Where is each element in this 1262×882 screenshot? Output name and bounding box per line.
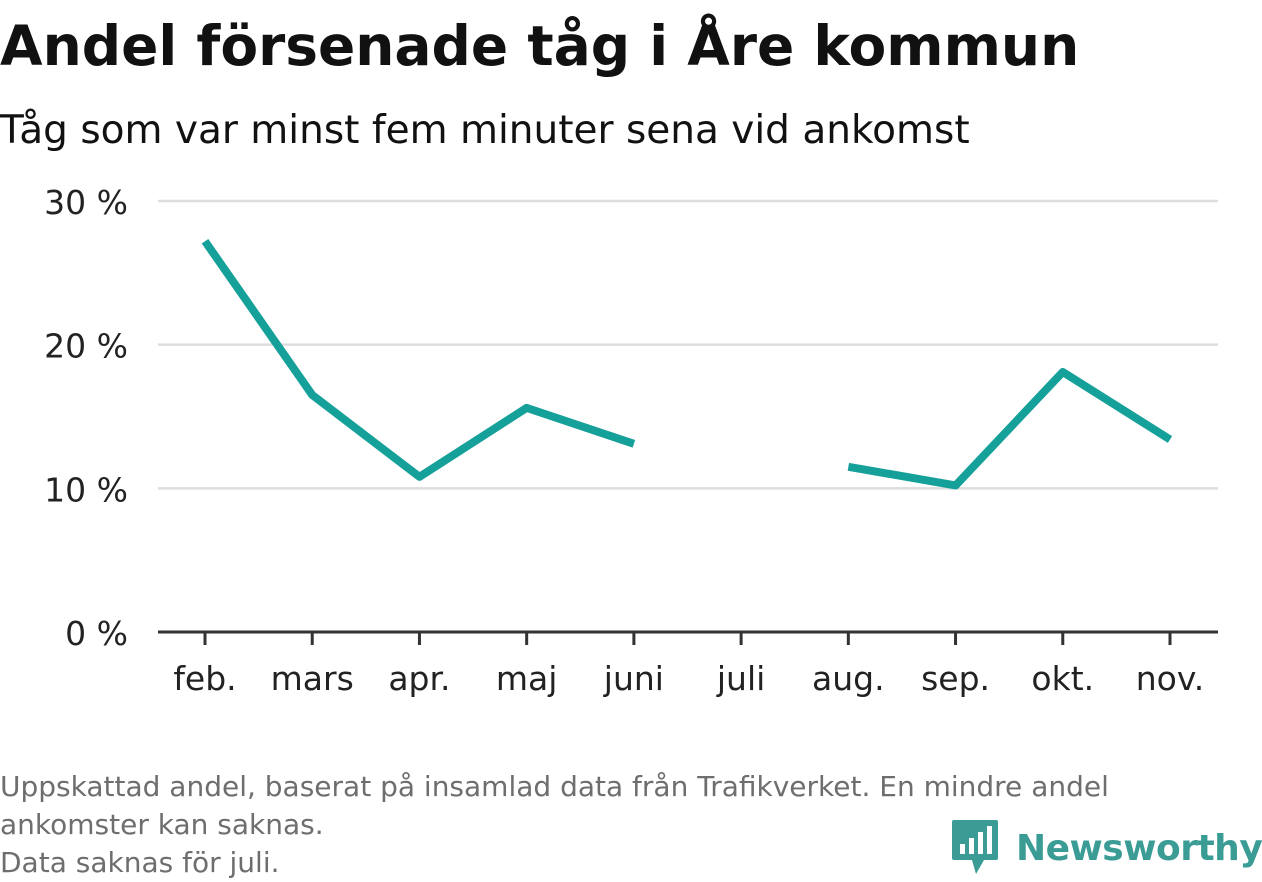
footnote-line: Uppskattad andel, baserat på insamlad da… (0, 768, 1250, 806)
x-tick-label: mars (271, 659, 354, 698)
x-tick-label: apr. (388, 659, 450, 698)
y-tick-label: 20 % (44, 327, 128, 366)
x-tick-label: aug. (812, 659, 885, 698)
x-tick-label: sep. (921, 659, 990, 698)
grid-lines (158, 201, 1218, 488)
series-line (205, 241, 634, 477)
y-tick-label: 30 % (44, 183, 128, 222)
series-line (848, 372, 1170, 485)
data-series (205, 241, 1170, 485)
x-tick-label: maj (496, 659, 558, 698)
x-tick-label: juli (716, 659, 765, 698)
x-tick-label: feb. (173, 659, 236, 698)
x-tick-label: okt. (1031, 659, 1094, 698)
logo-text: Newsworthy (1016, 828, 1262, 869)
x-tick-label: juni (603, 659, 664, 698)
y-axis-tick-labels: 0 % 10 % 20 % 30 % (44, 183, 128, 653)
y-tick-label: 0 % (65, 614, 128, 653)
x-axis-ticks: feb. mars apr. maj juni juli aug. sep. okt. nov. (173, 632, 1204, 698)
y-tick-label: 10 % (44, 470, 128, 509)
newsworthy-logo: Newsworthy (950, 818, 1262, 878)
bar-chart-speech-bubble-icon (950, 818, 1000, 878)
x-tick-label: nov. (1136, 659, 1205, 698)
